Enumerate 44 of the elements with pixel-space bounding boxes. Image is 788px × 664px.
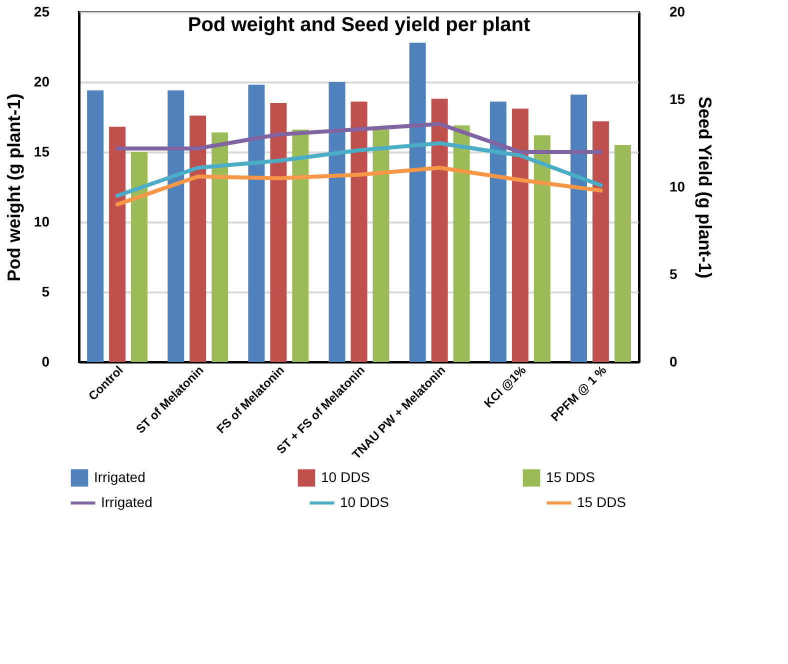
bar [109, 126, 126, 362]
bar [431, 98, 448, 362]
y2-axis-title: Seed Yield (g plant-1) [695, 96, 716, 279]
y-tick-label: 5 [42, 284, 50, 300]
y2-tick-label: 20 [670, 4, 686, 20]
y-tick-label: 25 [34, 4, 50, 20]
bar [190, 116, 206, 362]
y-tick-label: 0 [42, 354, 50, 370]
bar [592, 121, 609, 362]
bar [534, 135, 550, 362]
line-series [115, 166, 603, 206]
bar [409, 42, 426, 362]
y-tick-label: 20 [34, 74, 50, 90]
bar [168, 90, 184, 362]
legend-label: 10 DDS [340, 494, 390, 510]
y-tick-label: 15 [34, 144, 50, 160]
bar [87, 90, 104, 362]
bar [512, 108, 528, 362]
bar [350, 102, 368, 362]
legend-label: Irrigated [94, 468, 146, 485]
legend-label: 15 DDS [577, 494, 626, 510]
chart-title: Pod weight and Seed yield per plant [188, 14, 530, 36]
y2-tick-label: 0 [670, 354, 678, 370]
bar [372, 130, 390, 362]
line-series [115, 122, 603, 154]
legend-label: 10 DDS [321, 468, 370, 485]
line-series [115, 141, 603, 198]
legend-label: 15 DDS [546, 468, 596, 485]
y-axis-title: Pod weight (g plant-1) [4, 94, 24, 282]
bar [248, 84, 265, 362]
y2-tick-label: 5 [670, 266, 678, 282]
bar [270, 103, 287, 362]
bar [292, 130, 309, 362]
bar [131, 152, 148, 362]
bar [570, 94, 587, 362]
bar [328, 82, 346, 362]
bar [212, 132, 228, 362]
bar [614, 145, 631, 362]
y-tick-label: 10 [34, 214, 50, 230]
bar [453, 125, 470, 362]
y2-tick-label: 15 [670, 91, 686, 107]
legend-label: Irrigated [101, 494, 152, 510]
bar [490, 102, 506, 362]
y2-tick-label: 10 [670, 178, 686, 194]
